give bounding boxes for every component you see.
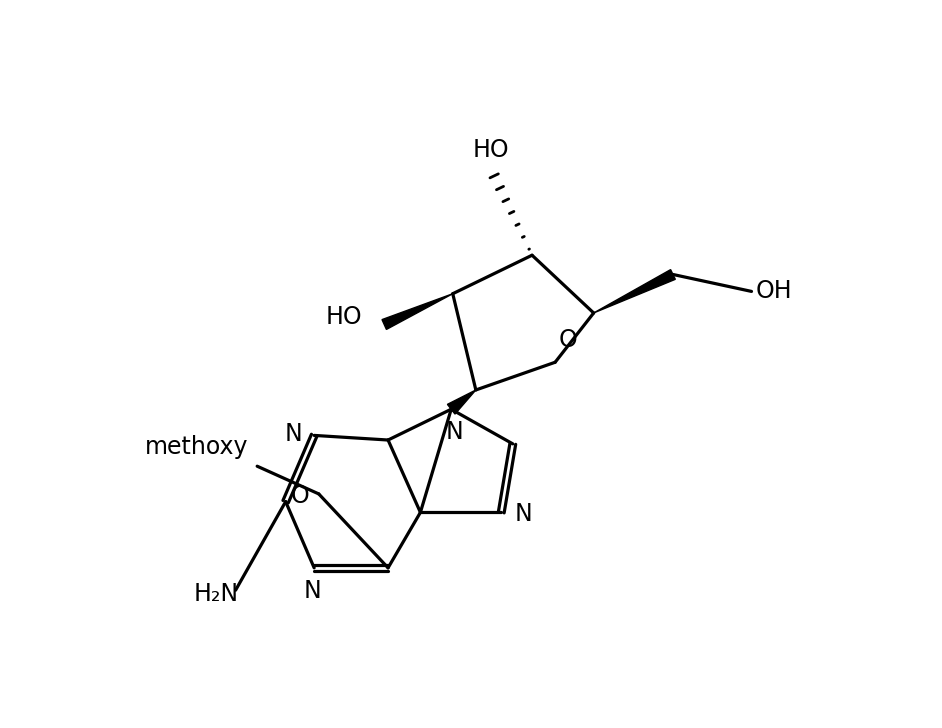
Text: N: N bbox=[303, 579, 321, 603]
Text: H₂N: H₂N bbox=[193, 582, 238, 606]
Text: HO: HO bbox=[326, 305, 363, 329]
Polygon shape bbox=[593, 269, 675, 313]
Text: N: N bbox=[446, 420, 463, 444]
Text: O: O bbox=[559, 328, 577, 352]
Text: N: N bbox=[515, 502, 533, 526]
Text: O: O bbox=[291, 484, 310, 508]
Text: methoxy: methoxy bbox=[144, 435, 248, 459]
Text: N: N bbox=[284, 422, 302, 446]
Text: OH: OH bbox=[755, 280, 792, 304]
Polygon shape bbox=[382, 293, 453, 330]
Polygon shape bbox=[447, 390, 476, 414]
Text: HO: HO bbox=[473, 138, 510, 162]
